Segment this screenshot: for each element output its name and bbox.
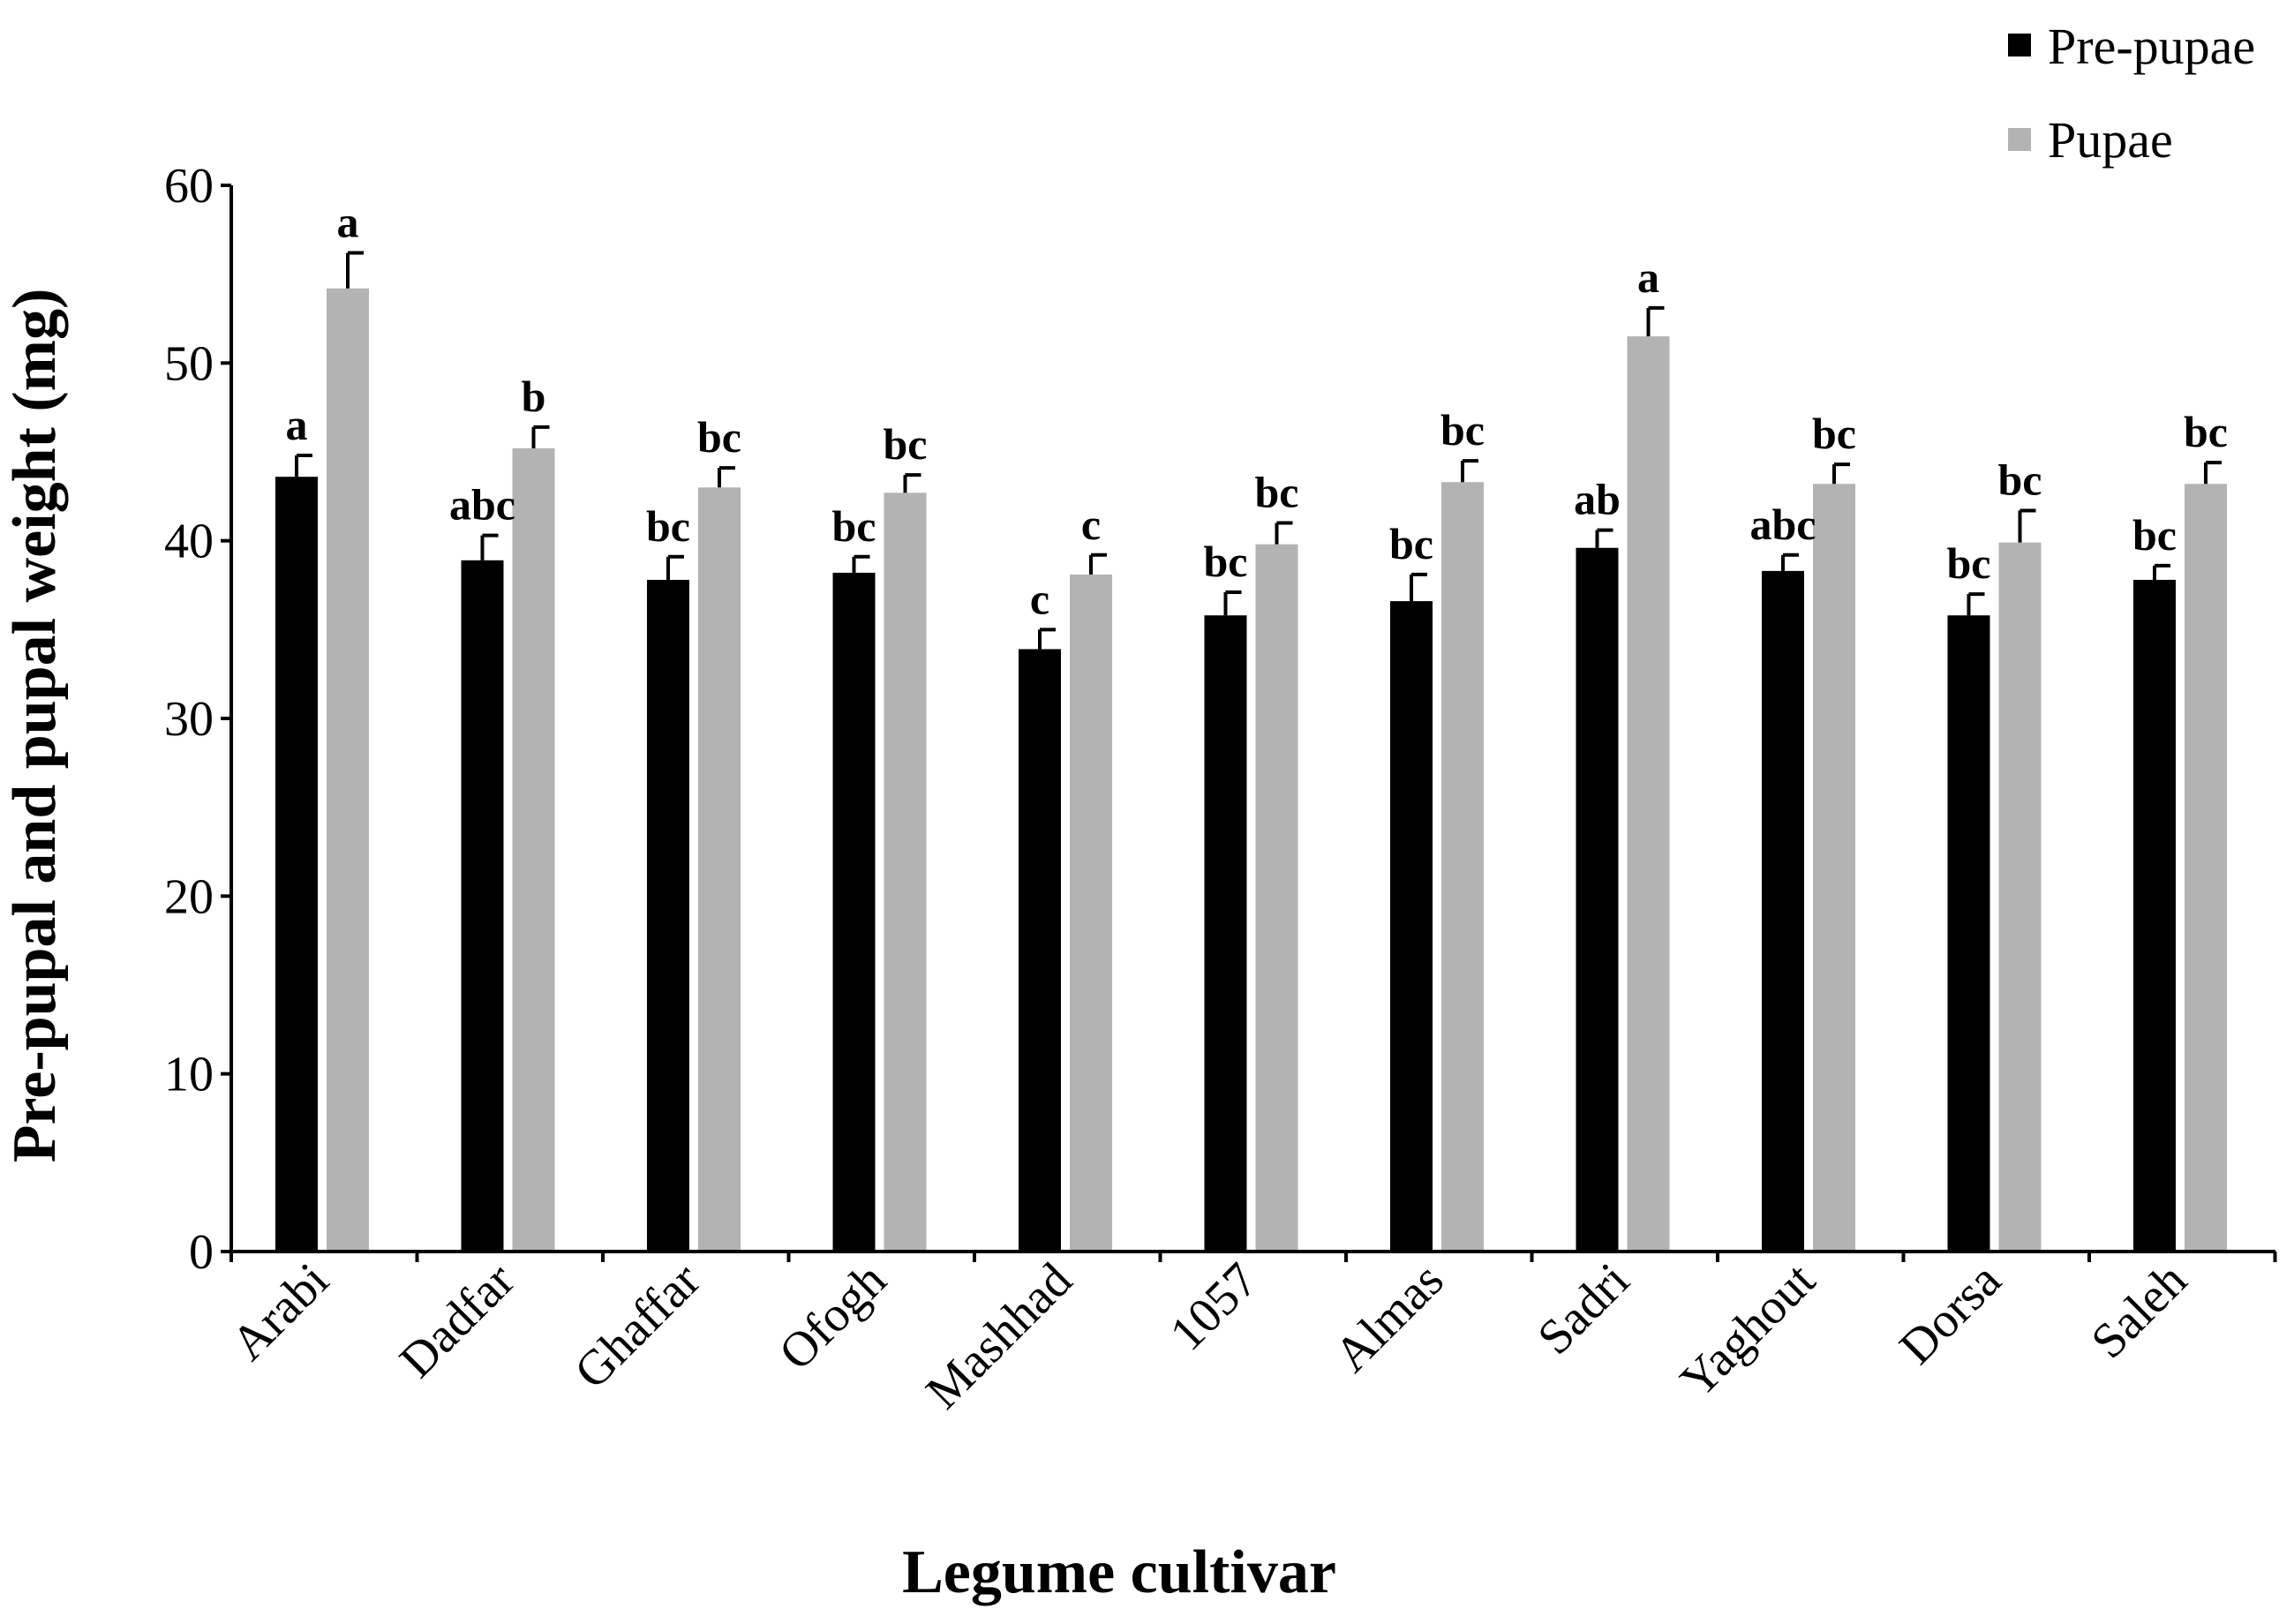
significance-letter-pre-pupae: abc xyxy=(449,480,515,530)
y-tick-label: 30 xyxy=(164,692,214,747)
significance-letter-pupae: bc xyxy=(2184,407,2228,456)
x-tick-label: Almas xyxy=(1324,1252,1454,1382)
bar-pupae xyxy=(884,492,927,1252)
significance-letter-pre-pupae: ab xyxy=(1574,475,1621,524)
significance-letter-pre-pupae: a xyxy=(286,400,308,449)
significance-letter-pupae: a xyxy=(1637,252,1659,302)
y-tick-label: 0 xyxy=(189,1225,214,1280)
y-tick-label: 40 xyxy=(164,515,214,569)
bar-pupae xyxy=(1627,336,1670,1252)
bar-pupae xyxy=(698,487,741,1252)
bar-pupae xyxy=(2185,484,2227,1252)
y-tick-label: 10 xyxy=(164,1048,214,1102)
x-tick-label: Saleh xyxy=(2081,1252,2198,1369)
x-ticks-layer: Arabi Dadfar Ghaffar Ofogh Mashhad 1057 Almas S… xyxy=(221,1252,2277,1419)
legend-label-pupae: Pupae xyxy=(2048,111,2173,169)
bar-pre-pupae xyxy=(275,477,318,1252)
bar-pupae xyxy=(512,447,555,1252)
significance-letter-pupae: bc xyxy=(1812,409,1856,458)
y-tick-label: 60 xyxy=(164,159,214,214)
bar-pre-pupae xyxy=(1576,547,1619,1252)
bar-pre-pupae xyxy=(647,579,689,1252)
bars-layer xyxy=(275,288,2227,1252)
bar-pupae xyxy=(1441,482,1484,1252)
significance-letter-pupae: b xyxy=(522,372,546,421)
bar-pre-pupae xyxy=(1762,570,1804,1252)
bar-pre-pupae xyxy=(832,572,876,1252)
x-tick-label: Dadfar xyxy=(389,1252,525,1388)
bar-pre-pupae xyxy=(1019,649,1061,1252)
x-tick-label: Arabi xyxy=(221,1252,339,1371)
significance-letter-pre-pupae: bc xyxy=(646,501,690,551)
significance-letter-pupae: bc xyxy=(1998,455,2042,504)
bar-pupae xyxy=(1813,484,1855,1252)
bar-pupae xyxy=(327,288,369,1252)
bar-pre-pupae xyxy=(2133,579,2176,1252)
significance-letter-pre-pupae: c xyxy=(1030,574,1049,623)
significance-letter-pre-pupae: bc xyxy=(832,501,876,551)
x-tick-label: Sadri xyxy=(1528,1252,1640,1365)
bar-pre-pupae xyxy=(1947,615,1990,1252)
y-tick-label: 20 xyxy=(164,869,214,924)
y-ticks-layer: 0 10 20 30 40 50 60 xyxy=(164,159,231,1280)
significance-letter-pupae: bc xyxy=(1440,405,1485,455)
significance-letter-pupae: c xyxy=(1081,500,1101,549)
legend-swatch-pre-pupae xyxy=(2008,34,2031,56)
x-tick-label: Ghaffar xyxy=(564,1252,711,1399)
x-tick-label: Dorsa xyxy=(1890,1252,2012,1375)
y-axis-title: Pre-pupal and pupal weight (mg) xyxy=(1,289,69,1163)
y-tick-label: 50 xyxy=(164,336,214,391)
x-axis-title: Legume cultivar xyxy=(902,1538,1336,1606)
x-tick-label: Ofogh xyxy=(769,1252,897,1380)
bar-pupae xyxy=(1255,544,1298,1252)
significance-letter-pupae: bc xyxy=(697,412,741,462)
x-tick-label: Yaghout xyxy=(1670,1252,1826,1409)
bar-pre-pupae xyxy=(461,560,504,1252)
x-tick-label: Mashhad xyxy=(915,1252,1082,1419)
significance-letter-pupae: a xyxy=(337,198,359,247)
significance-letter-pre-pupae: bc xyxy=(1204,537,1248,586)
significance-letter-pre-pupae: bc xyxy=(1947,538,1991,588)
error-bars-layer xyxy=(295,251,2222,650)
significance-letter-pre-pupae: abc xyxy=(1750,500,1816,549)
significance-letter-pre-pupae: bc xyxy=(1389,519,1433,568)
x-tick-label: 1057 xyxy=(1160,1252,1268,1361)
bar-pre-pupae xyxy=(1390,601,1433,1252)
legend-swatch-pupae xyxy=(2008,128,2031,151)
bar-pupae xyxy=(1998,542,2042,1252)
significance-letter-pupae: bc xyxy=(1255,468,1299,517)
legend: Pre-pupae Pupae xyxy=(2008,18,2255,169)
significance-letter-pupae: bc xyxy=(884,419,928,469)
legend-label-pre-pupae: Pre-pupae xyxy=(2048,18,2255,75)
bar-pupae xyxy=(1070,574,1112,1252)
bar-pre-pupae xyxy=(1204,615,1247,1252)
significance-letter-pre-pupae: bc xyxy=(2132,510,2177,560)
